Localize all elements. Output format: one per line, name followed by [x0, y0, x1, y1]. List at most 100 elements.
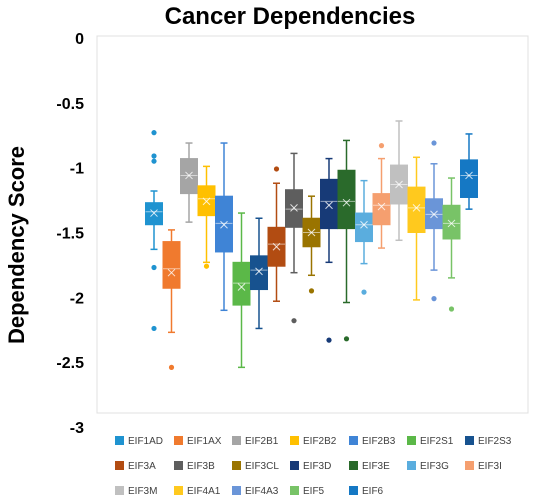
mean-marker [360, 220, 368, 229]
mean-marker [220, 220, 228, 229]
legend-label: EIF2B2 [303, 436, 337, 447]
outlier-point [361, 289, 367, 295]
outlier-point [151, 264, 157, 271]
box-eif6 [460, 133, 478, 210]
legend-item-eif3g: EIF3G [407, 461, 449, 472]
legend-swatch [407, 436, 416, 445]
legend-item-eif2b3: EIF2B3 [349, 436, 396, 447]
legend-label: EIF3B [187, 461, 215, 472]
legend-swatch [465, 436, 474, 445]
y-tick-label: -0.5 [56, 96, 84, 113]
y-tick-label: -1.5 [56, 226, 84, 243]
mean-marker [167, 268, 176, 277]
legend-swatch [174, 461, 183, 470]
legend-item-eif4a1: EIF4A1 [174, 486, 221, 497]
legend-label: EIF3E [362, 461, 390, 472]
legend-item-eif2s3: EIF2S3 [465, 436, 512, 447]
box-eif2s1 [232, 212, 251, 369]
legend-label: EIF1AD [128, 436, 163, 447]
box-iqr [337, 169, 356, 230]
legend-item-eif4a3: EIF4A3 [232, 486, 279, 497]
box-eif5 [442, 177, 461, 312]
legend-swatch [349, 461, 358, 470]
legend-swatch [115, 436, 124, 445]
legend-item-eif3m: EIF3M [115, 486, 157, 497]
outlier-point [343, 336, 350, 342]
legend-item-eif2s1: EIF2S1 [407, 436, 454, 447]
mean-marker [430, 210, 438, 219]
legend-label: EIF1AX [187, 436, 222, 447]
legend-label: EIF3D [303, 461, 331, 472]
outlier-point [273, 166, 280, 172]
legend-label: EIF2S3 [478, 436, 512, 447]
mean-marker [150, 209, 158, 217]
legend-label: EIF4A1 [187, 486, 221, 497]
outlier-point [378, 143, 385, 149]
legend-swatch [407, 461, 416, 470]
mean-marker [290, 204, 298, 212]
mean-marker [377, 202, 386, 211]
outlier-point [448, 306, 455, 312]
box-eif4a1 [407, 156, 426, 301]
outlier-point [151, 325, 157, 332]
legend-swatch [174, 436, 183, 445]
mean-marker [395, 180, 403, 189]
mean-marker [255, 267, 263, 276]
legend-swatch [349, 486, 358, 495]
legend-swatch [290, 486, 299, 495]
legend-label: EIF5 [303, 486, 325, 497]
outlier-point [168, 364, 175, 370]
legend-label: EIF3CL [245, 461, 279, 472]
mean-marker [447, 219, 456, 228]
legend-swatch [349, 436, 358, 445]
y-tick-label: -3 [70, 420, 84, 437]
legend-item-eif6: EIF6 [349, 486, 384, 497]
mean-marker [185, 171, 193, 180]
legend-label: EIF2S1 [420, 436, 454, 447]
legend-swatch [232, 461, 241, 470]
mean-marker [237, 283, 246, 291]
legend-swatch [174, 486, 183, 495]
legend-label: EIF3M [128, 486, 157, 497]
y-axis-label: Dependency Score [4, 146, 29, 344]
legend-label: EIF3G [420, 461, 449, 472]
legend: EIF1AD EIF1AX EIF2B1 EIF2B2 EIF2B3 EIF2S1 EIF2… [115, 436, 512, 497]
legend-swatch [232, 486, 241, 495]
legend-item-eif5: EIF5 [290, 486, 325, 497]
mean-marker [272, 242, 281, 251]
legend-item-eif3e: EIF3E [349, 461, 390, 472]
box-eif2b1 [180, 142, 198, 223]
outlier-point [291, 318, 297, 324]
box-eif2b2 [197, 165, 216, 269]
y-tick-label: -2 [70, 290, 84, 307]
box-iqr [442, 204, 461, 240]
outlier-point [203, 263, 210, 269]
box-eif3d [320, 157, 338, 343]
box-eif2s3 [250, 217, 268, 330]
mean-marker [325, 201, 333, 210]
box-iqr [460, 159, 478, 198]
legend-swatch [232, 436, 241, 445]
y-tick-label: -1 [70, 161, 84, 178]
legend-item-eif3i: EIF3I [465, 461, 502, 472]
legend-item-eif1ax: EIF1AX [174, 436, 222, 447]
legend-item-eif1ad: EIF1AD [115, 436, 163, 447]
y-tick-label: -2.5 [56, 355, 84, 372]
y-axis-ticks: 0 -0.5 -1 -1.5 -2 -2.5 -3 [56, 31, 84, 437]
legend-label: EIF3I [478, 461, 502, 472]
box-eif1ad [145, 130, 163, 332]
chart-title: Cancer Dependencies [165, 3, 416, 30]
box-iqr [232, 261, 251, 306]
outlier-point [151, 130, 157, 136]
legend-swatch [290, 436, 299, 445]
outlier-point [431, 140, 437, 146]
legend-item-eif3a: EIF3A [115, 461, 156, 472]
legend-item-eif2b2: EIF2B2 [290, 436, 337, 447]
box-eif3i [372, 143, 391, 249]
legend-label: EIF2B3 [362, 436, 396, 447]
mean-marker [412, 204, 421, 212]
legend-swatch [465, 461, 474, 470]
box-eif3cl [302, 195, 321, 294]
box-iqr [372, 193, 391, 226]
